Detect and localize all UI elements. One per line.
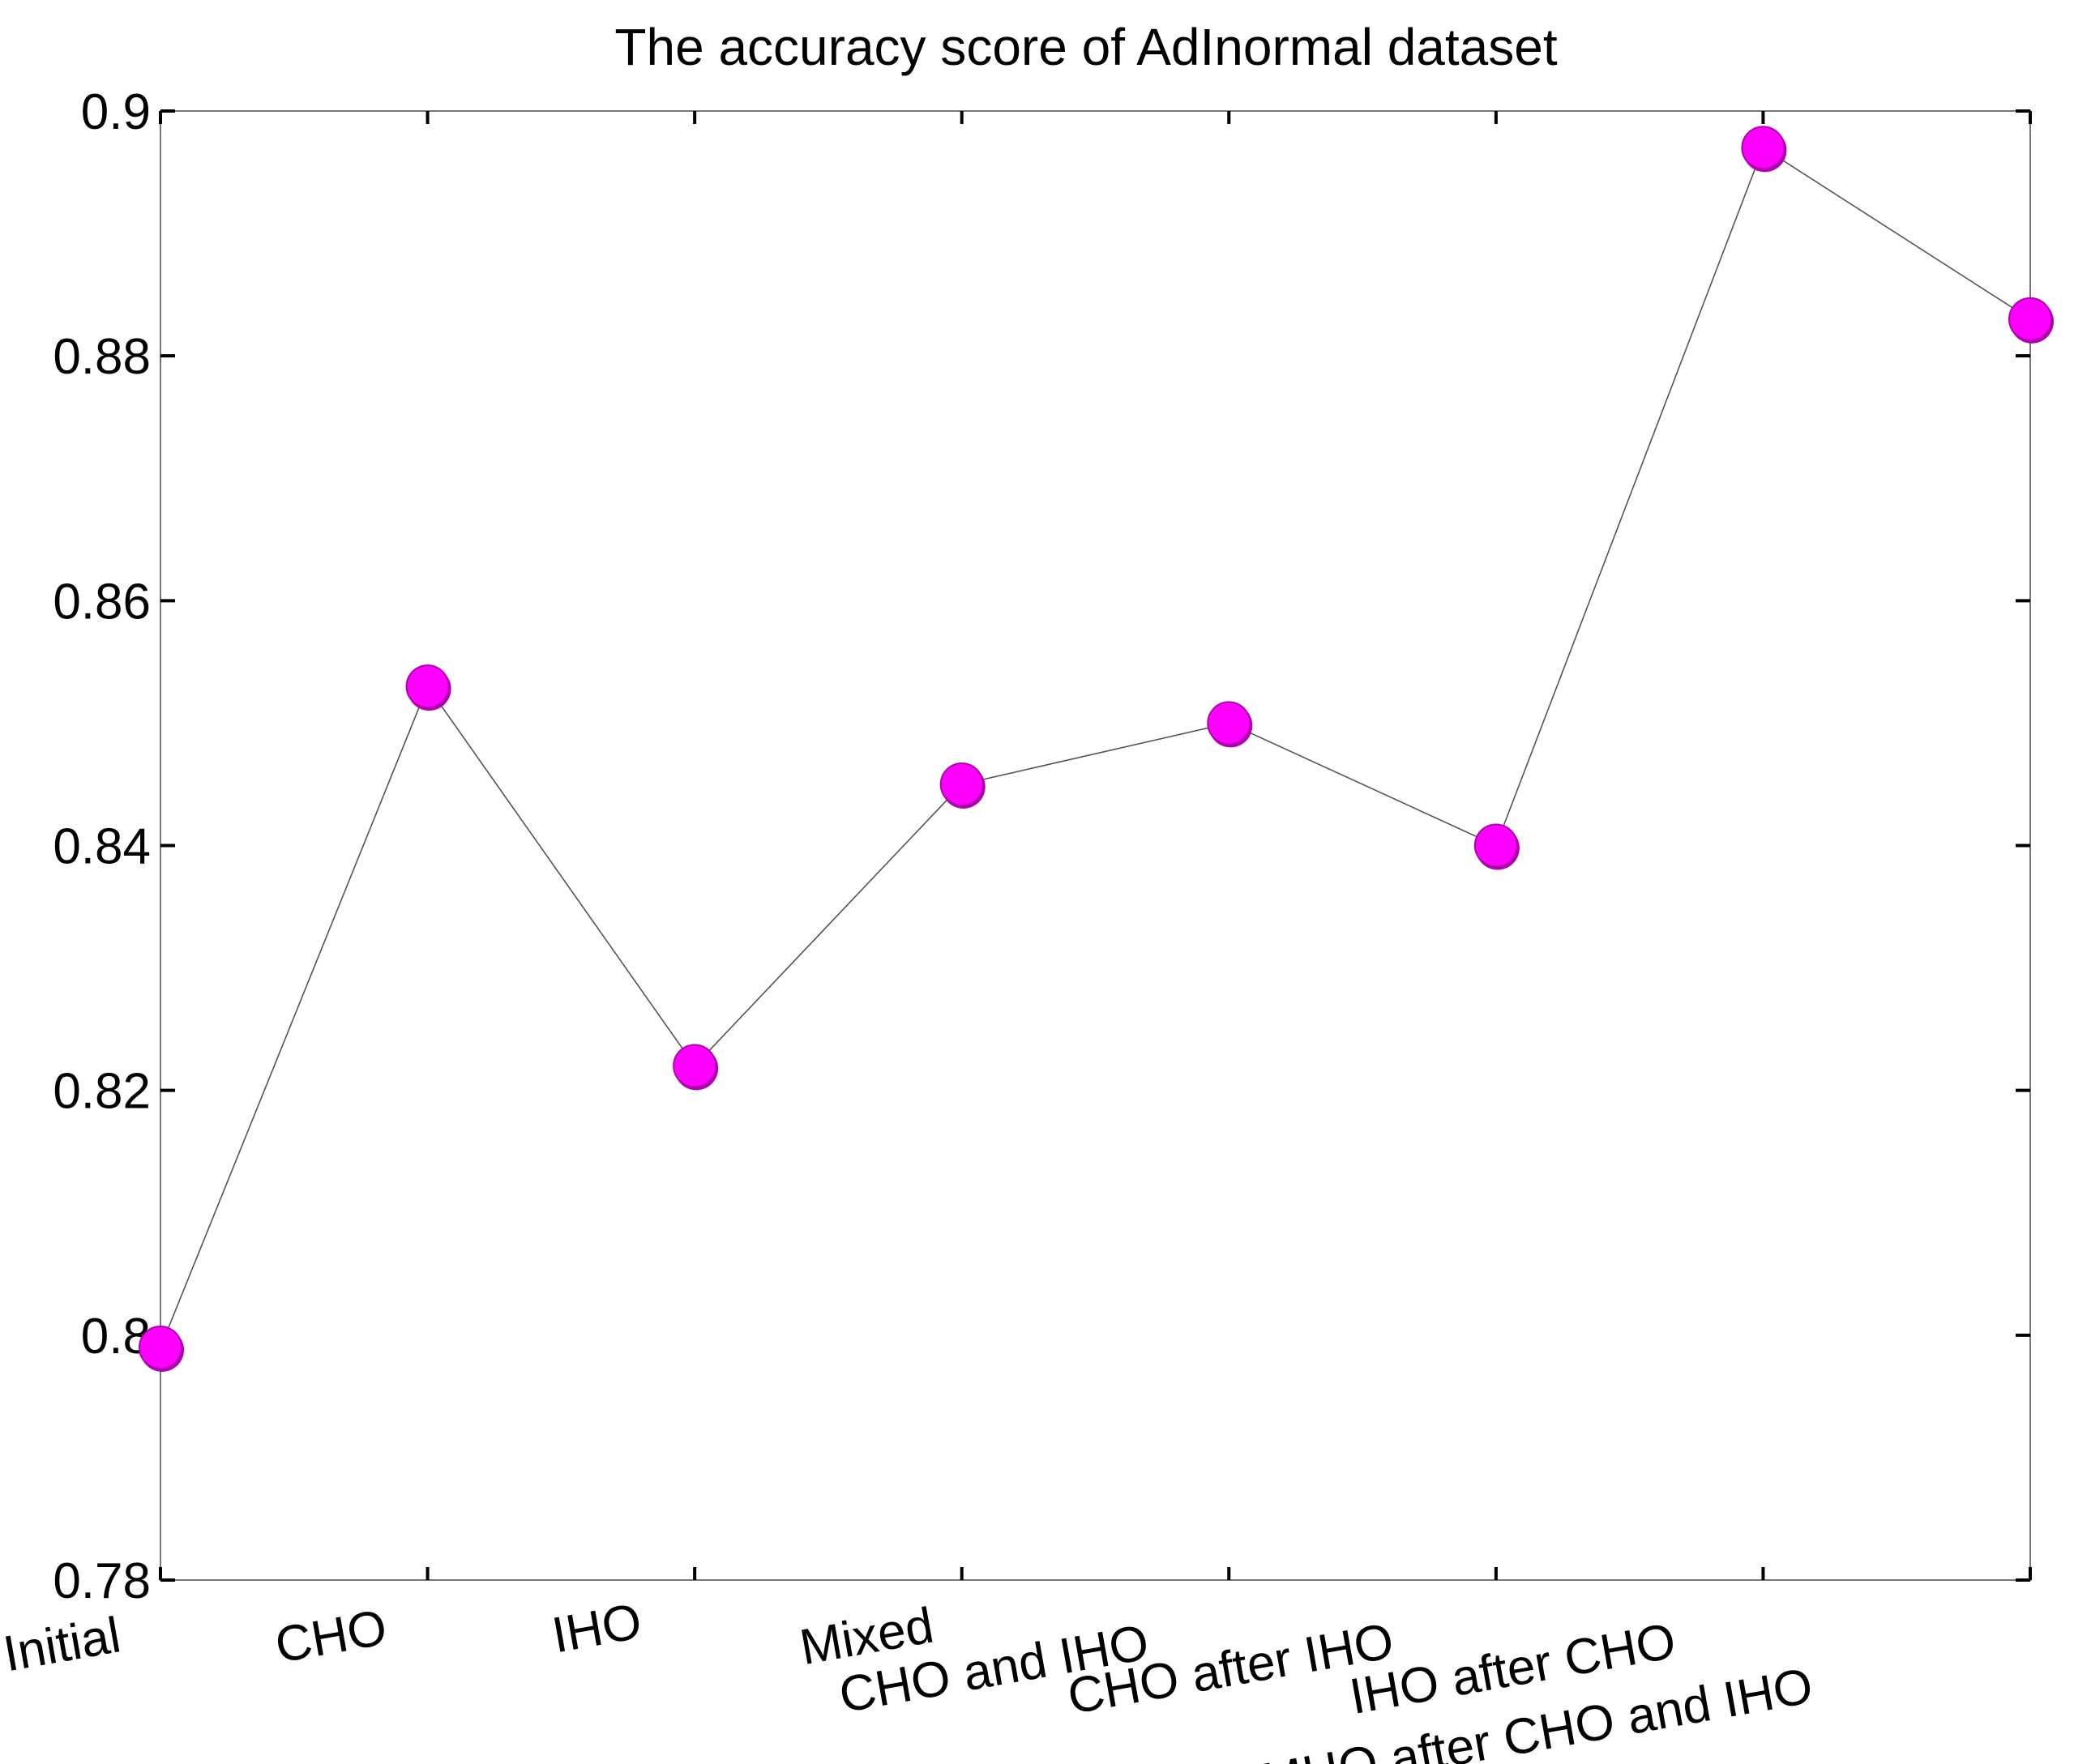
- y-tick-label: 0.8: [81, 1309, 151, 1365]
- data-point: [1741, 126, 1785, 170]
- data-point: [405, 664, 450, 709]
- series-line: [160, 147, 2031, 1348]
- y-tick-label: 0.88: [53, 329, 151, 385]
- data-point: [1473, 823, 1518, 868]
- y-tick-label: 0.82: [53, 1064, 151, 1120]
- y-tick-label: 0.86: [53, 574, 151, 630]
- data-point: [939, 762, 984, 806]
- x-tick-label: Initial: [0, 1607, 125, 1682]
- x-tick-label: IHO: [548, 1593, 646, 1664]
- data-point: [673, 1044, 717, 1088]
- plot-frame: [160, 110, 2031, 1581]
- data-markers: [139, 126, 2054, 1372]
- data-point: [139, 1325, 182, 1369]
- chart-title: The accuracy score of AdInormal dataset: [614, 18, 1557, 76]
- y-tick-label: 0.9: [81, 84, 151, 140]
- data-point: [2008, 297, 2052, 341]
- y-tick-labels: 0.78 0.8 0.82 0.84 0.86 0.88 0.9: [53, 84, 151, 1609]
- x-tick-label: CHO: [272, 1600, 391, 1674]
- data-point: [1207, 701, 1251, 745]
- y-tick-label: 0.84: [53, 819, 151, 875]
- axis-ticks: [159, 109, 2032, 1582]
- y-tick-label: 0.78: [53, 1553, 151, 1609]
